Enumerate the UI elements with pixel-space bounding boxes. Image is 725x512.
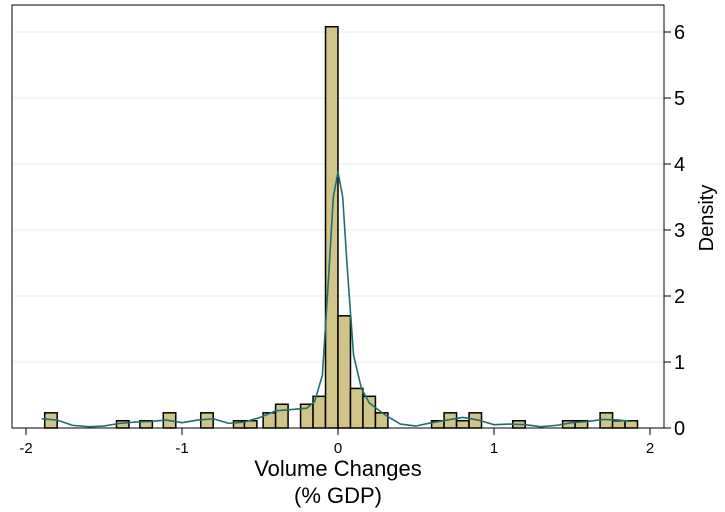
x-axis-title: Volume Changes: [254, 456, 422, 481]
histogram-bar-2: [139, 419, 154, 429]
histogram-bar-22: [574, 419, 589, 429]
x-tick-label: -1: [175, 440, 188, 457]
histogram-bar-12: [337, 315, 352, 429]
y-tick-label: 5: [674, 88, 685, 110]
x-tick-label: 0: [334, 440, 342, 457]
histogram-bar-25: [624, 419, 639, 429]
x-tick-label: 1: [490, 440, 498, 457]
y-tick-label: 2: [674, 286, 685, 308]
histogram-bar-8: [274, 403, 289, 429]
histogram-bars: [43, 25, 639, 429]
y-tick-label: 4: [674, 154, 685, 176]
histogram-bar-13: [349, 387, 364, 429]
histogram-bar-18: [455, 419, 470, 429]
y-tick-label: 0: [674, 418, 685, 440]
histogram-bar-14: [362, 395, 377, 429]
y-tick-label: 1: [674, 352, 685, 374]
y-axis-title: Density: [696, 185, 718, 252]
histogram-bar-24: [611, 419, 626, 429]
y-tick-label: 3: [674, 220, 685, 242]
x-axis-title-line2: (% GDP): [294, 483, 382, 508]
x-tick-label: -2: [19, 440, 32, 457]
axes: -2 -1 0 1 2 0 1 2 3 4 5 6: [19, 22, 685, 457]
density-curve: [41, 171, 632, 428]
x-tick-label: 2: [646, 440, 654, 457]
kde-line: [41, 171, 632, 428]
y-tick-label: 6: [674, 22, 685, 44]
